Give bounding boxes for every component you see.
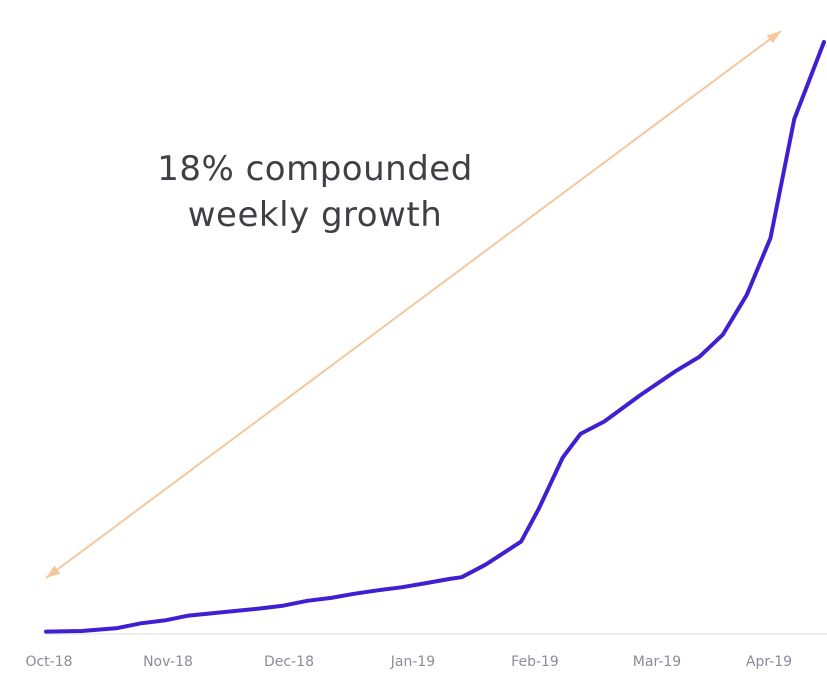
annotation-line-1: 18% compounded bbox=[157, 149, 473, 189]
x-tick-labels: Oct-18 Nov-18 Dec-18 Jan-19 Feb-19 Mar-19 Apr-… bbox=[25, 654, 792, 670]
arrow-head-start bbox=[46, 565, 61, 578]
x-tick-label: Mar-19 bbox=[633, 654, 681, 670]
x-tick-label: Feb-19 bbox=[511, 654, 559, 670]
annotation-label: 18% compounded weekly growth bbox=[150, 146, 480, 238]
x-tick-label: Apr-19 bbox=[746, 654, 792, 670]
x-tick-label: Oct-18 bbox=[25, 654, 72, 670]
x-tick-label: Dec-18 bbox=[264, 654, 314, 670]
arrow-shaft bbox=[45, 30, 782, 579]
x-tick-label: Nov-18 bbox=[143, 654, 193, 670]
growth-line bbox=[44, 40, 826, 634]
x-tick-label: Jan-19 bbox=[390, 654, 435, 670]
arrow-head-end bbox=[766, 31, 781, 44]
growth-arrow bbox=[45, 30, 782, 579]
annotation-line-2: weekly growth bbox=[187, 195, 443, 235]
